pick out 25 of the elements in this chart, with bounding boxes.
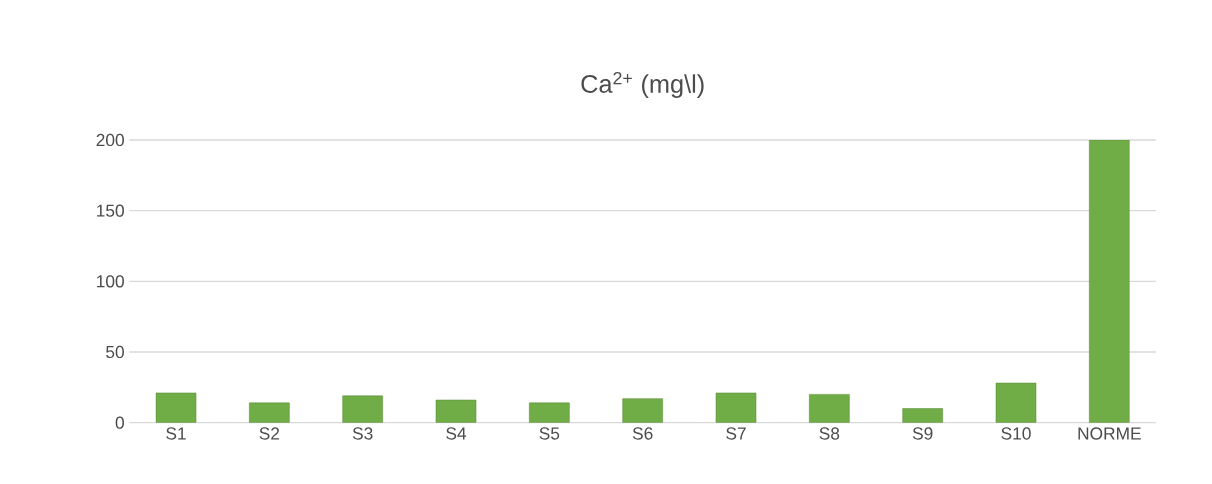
chart-title: Ca$^{2+}$ (mg\l)	[581, 71, 704, 98]
x-tick-label: S5	[539, 427, 560, 440]
x-tick-label: S9	[912, 427, 933, 440]
y-tick-label: 0	[115, 416, 124, 429]
bar	[715, 392, 757, 423]
x-tick-label: S7	[726, 427, 746, 440]
bar	[155, 392, 197, 423]
x-tick-label: S10	[1001, 427, 1031, 440]
y-tick-label: 200	[96, 133, 124, 147]
bar	[902, 408, 943, 423]
bar	[622, 398, 663, 423]
bar	[342, 395, 383, 423]
bar	[809, 394, 850, 423]
x-tick-label: NORME	[1078, 427, 1141, 440]
x-tick-label: S6	[632, 427, 653, 440]
bar	[1089, 139, 1130, 423]
bar	[995, 382, 1037, 423]
x-tick-label: S8	[819, 427, 840, 440]
x-tick-label: S1	[166, 427, 186, 440]
y-tick-label: 100	[97, 275, 124, 288]
x-tick-label: S4	[446, 427, 467, 440]
y-tick-label: 50	[106, 345, 124, 359]
y-tick-label: 150	[97, 204, 124, 217]
x-tick-label: S2	[259, 427, 280, 440]
x-tick-label: S3	[352, 427, 373, 440]
